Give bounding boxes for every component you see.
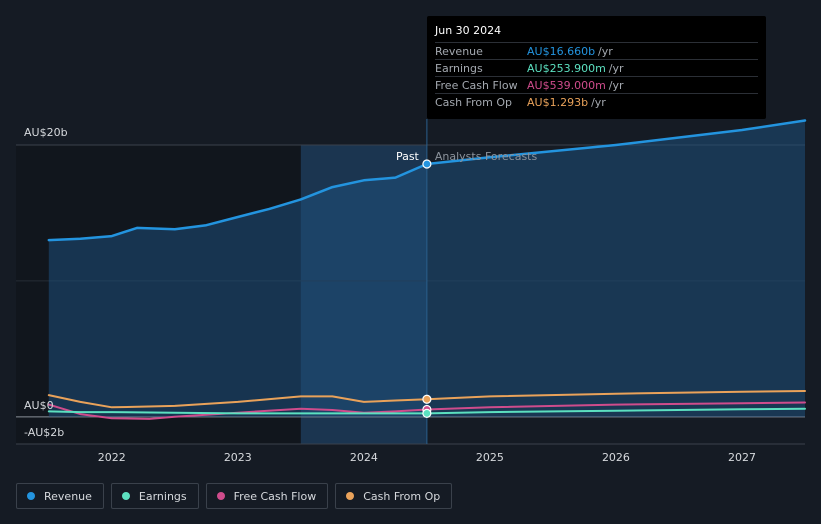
marker-revenue: [422, 159, 432, 169]
series-line-revenue: [47, 119, 807, 242]
tooltip-unit: /yr: [591, 96, 606, 109]
tooltip-row-earnings: Earnings AU$253.900m/yr: [435, 59, 758, 77]
legend-label: Earnings: [138, 489, 187, 503]
marker-earnings: [422, 408, 432, 418]
series-line-free-cash-flow: [47, 401, 806, 420]
legend-dot-icon: [216, 492, 225, 500]
tooltip-label: Earnings: [435, 62, 483, 75]
tooltip-date: Jun 30 2024: [435, 24, 502, 37]
y-axis-labels: AU$20b AU$0 -AU$2b: [24, 126, 68, 439]
past-label: Past: [396, 150, 420, 163]
legend-dot-icon: [346, 492, 355, 500]
tooltip-unit: /yr: [608, 62, 624, 75]
legend-label: Cash From Op: [363, 489, 441, 503]
legend-item-earnings[interactable]: Earnings: [110, 483, 199, 509]
tooltip-row-free-cash-flow: Free Cash Flow AU$539.000m/yr: [435, 76, 758, 94]
x-tick-label: 2022: [98, 451, 126, 464]
tooltip: Jun 30 2024 Revenue AU$16.660b/yr Earnin…: [427, 16, 766, 119]
legend-label: Revenue: [44, 489, 92, 503]
tooltip-label: Revenue: [435, 45, 483, 58]
legend: Revenue Earnings Free Cash Flow Cash Fro…: [16, 483, 453, 511]
legend-item-revenue[interactable]: Revenue: [16, 483, 104, 509]
hover-markers: [422, 159, 432, 418]
tooltip-unit: /yr: [598, 45, 613, 58]
x-tick-label: 2026: [602, 451, 630, 464]
tooltip-label: Cash From Op: [435, 96, 513, 109]
tooltip-unit: /yr: [608, 79, 624, 92]
series-lines: [47, 119, 807, 420]
x-axis-labels: 2022 2023 2024 2025 2026 2027: [98, 451, 756, 464]
x-tick-label: 2025: [476, 451, 504, 464]
legend-item-free-cash-flow[interactable]: Free Cash Flow: [205, 483, 329, 509]
legend-item-cash-from-op[interactable]: Cash From Op: [335, 483, 453, 509]
tooltip-value: AU$539.000m: [527, 79, 606, 92]
legend-dot-icon: [121, 492, 130, 500]
legend-dot-icon: [27, 492, 35, 500]
forecast-label: Analysts Forecasts: [435, 150, 538, 163]
y-tick-label: -AU$2b: [24, 426, 64, 439]
x-tick-label: 2024: [350, 451, 378, 464]
series-line-cash-from-op: [47, 390, 806, 409]
tooltip-value: AU$253.900m: [527, 62, 606, 75]
x-tick-label: 2027: [728, 451, 756, 464]
tooltip-row-revenue: Revenue AU$16.660b/yr: [435, 42, 758, 60]
tooltip-value: AU$1.293b: [527, 96, 589, 109]
tooltip-row-cash-from-op: Cash From Op AU$1.293b/yr: [435, 93, 758, 111]
tooltip-label: Free Cash Flow: [435, 79, 518, 92]
series-line-earnings: [47, 407, 806, 415]
y-tick-label: AU$20b: [24, 126, 68, 139]
legend-label: Free Cash Flow: [233, 489, 317, 503]
marker-cash-from-op: [422, 394, 432, 404]
tooltip-value: AU$16.660b: [527, 45, 596, 58]
x-tick-label: 2023: [224, 451, 252, 464]
y-tick-label: AU$0: [24, 399, 54, 412]
